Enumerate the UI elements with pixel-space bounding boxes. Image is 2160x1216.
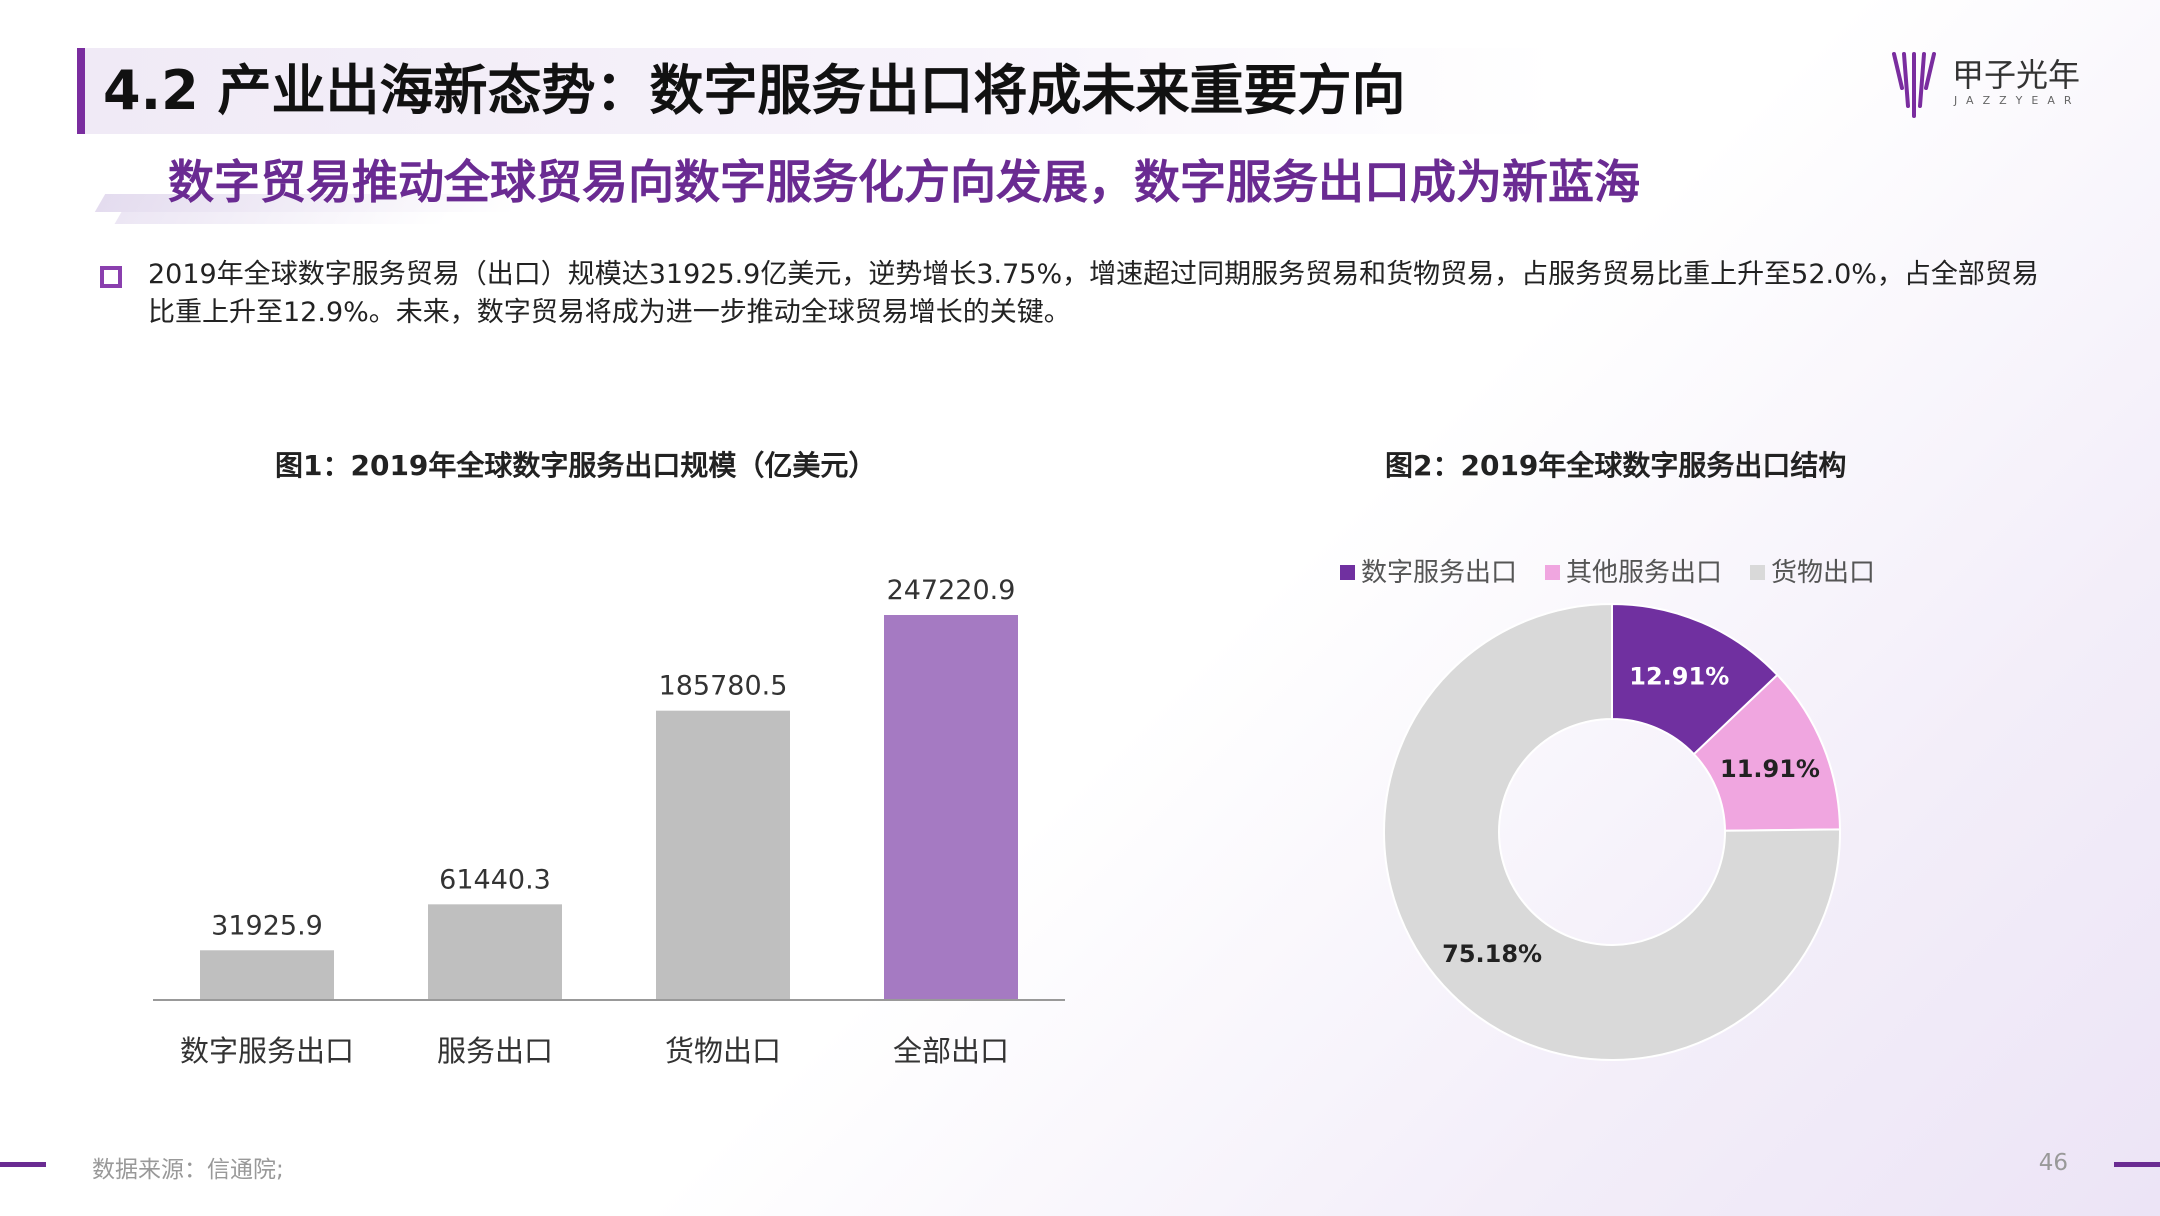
legend-label: 其他服务出口 <box>1566 558 1723 588</box>
logo-mark-icon <box>1892 52 1936 118</box>
legend-item: 货物出口 <box>1750 552 1875 589</box>
bullet-text: 2019年全球数字服务贸易（出口）规模达31925.9亿美元，逆势增长3.75%… <box>148 259 2039 328</box>
bar-value-label: 31925.9 <box>211 910 323 941</box>
donut-chart-title: 图2：2019年全球数字服务出口结构 <box>1385 449 1847 482</box>
page-title: 4.2 产业出海新态势：数字服务出口将成未来重要方向 <box>103 59 1406 122</box>
x-tick-label: 服务出口 <box>437 1034 553 1068</box>
logo-name: 甲子光年 <box>1952 56 2081 94</box>
slice-value-label: 12.91% <box>1629 662 1729 690</box>
legend-item: 数字服务出口 <box>1340 552 1517 589</box>
legend-swatch <box>1340 565 1355 580</box>
x-tick-label: 全部出口 <box>893 1034 1009 1068</box>
bar <box>656 710 790 1000</box>
legend-label: 数字服务出口 <box>1361 558 1518 588</box>
legend-swatch <box>1750 565 1766 580</box>
bullet-square-icon <box>100 266 122 288</box>
bar <box>200 950 334 1000</box>
subtitle: 数字贸易推动全球贸易向数字服务化方向发展，数字服务出口成为新蓝海 <box>168 155 1640 209</box>
logo: 甲子光年 JAZZYEAR <box>1888 48 2088 118</box>
page-number: 46 <box>2038 1150 2068 1176</box>
footer-accent-left <box>0 1162 46 1167</box>
bar-value-label: 61440.3 <box>439 864 551 895</box>
title-accent <box>77 48 85 134</box>
slice-value-label: 75.18% <box>1442 940 1542 968</box>
donut-slice <box>1383 602 1841 1061</box>
bar-value-label: 247220.9 <box>887 575 1016 606</box>
legend-swatch <box>1545 565 1561 580</box>
logo-subtext: JAZZYEAR <box>1954 94 2081 107</box>
bar-value-label: 185780.5 <box>659 671 788 702</box>
data-source: 数据来源：信通院; <box>92 1157 284 1183</box>
slice-value-label: 11.91% <box>1720 755 1820 783</box>
bar <box>428 904 562 1000</box>
bar-chart-title: 图1：2019年全球数字服务出口规模（亿美元） <box>275 449 877 482</box>
title-bar <box>77 48 1557 134</box>
legend-label: 货物出口 <box>1771 558 1876 588</box>
bar <box>884 615 1018 1000</box>
legend-item: 其他服务出口 <box>1545 552 1722 589</box>
x-tick-label: 数字服务出口 <box>180 1034 354 1068</box>
x-tick-label: 货物出口 <box>665 1034 781 1068</box>
footer-accent-right <box>2114 1162 2160 1167</box>
donut-legend: 数字服务出口 其他服务出口 货物出口 <box>1340 552 1903 589</box>
